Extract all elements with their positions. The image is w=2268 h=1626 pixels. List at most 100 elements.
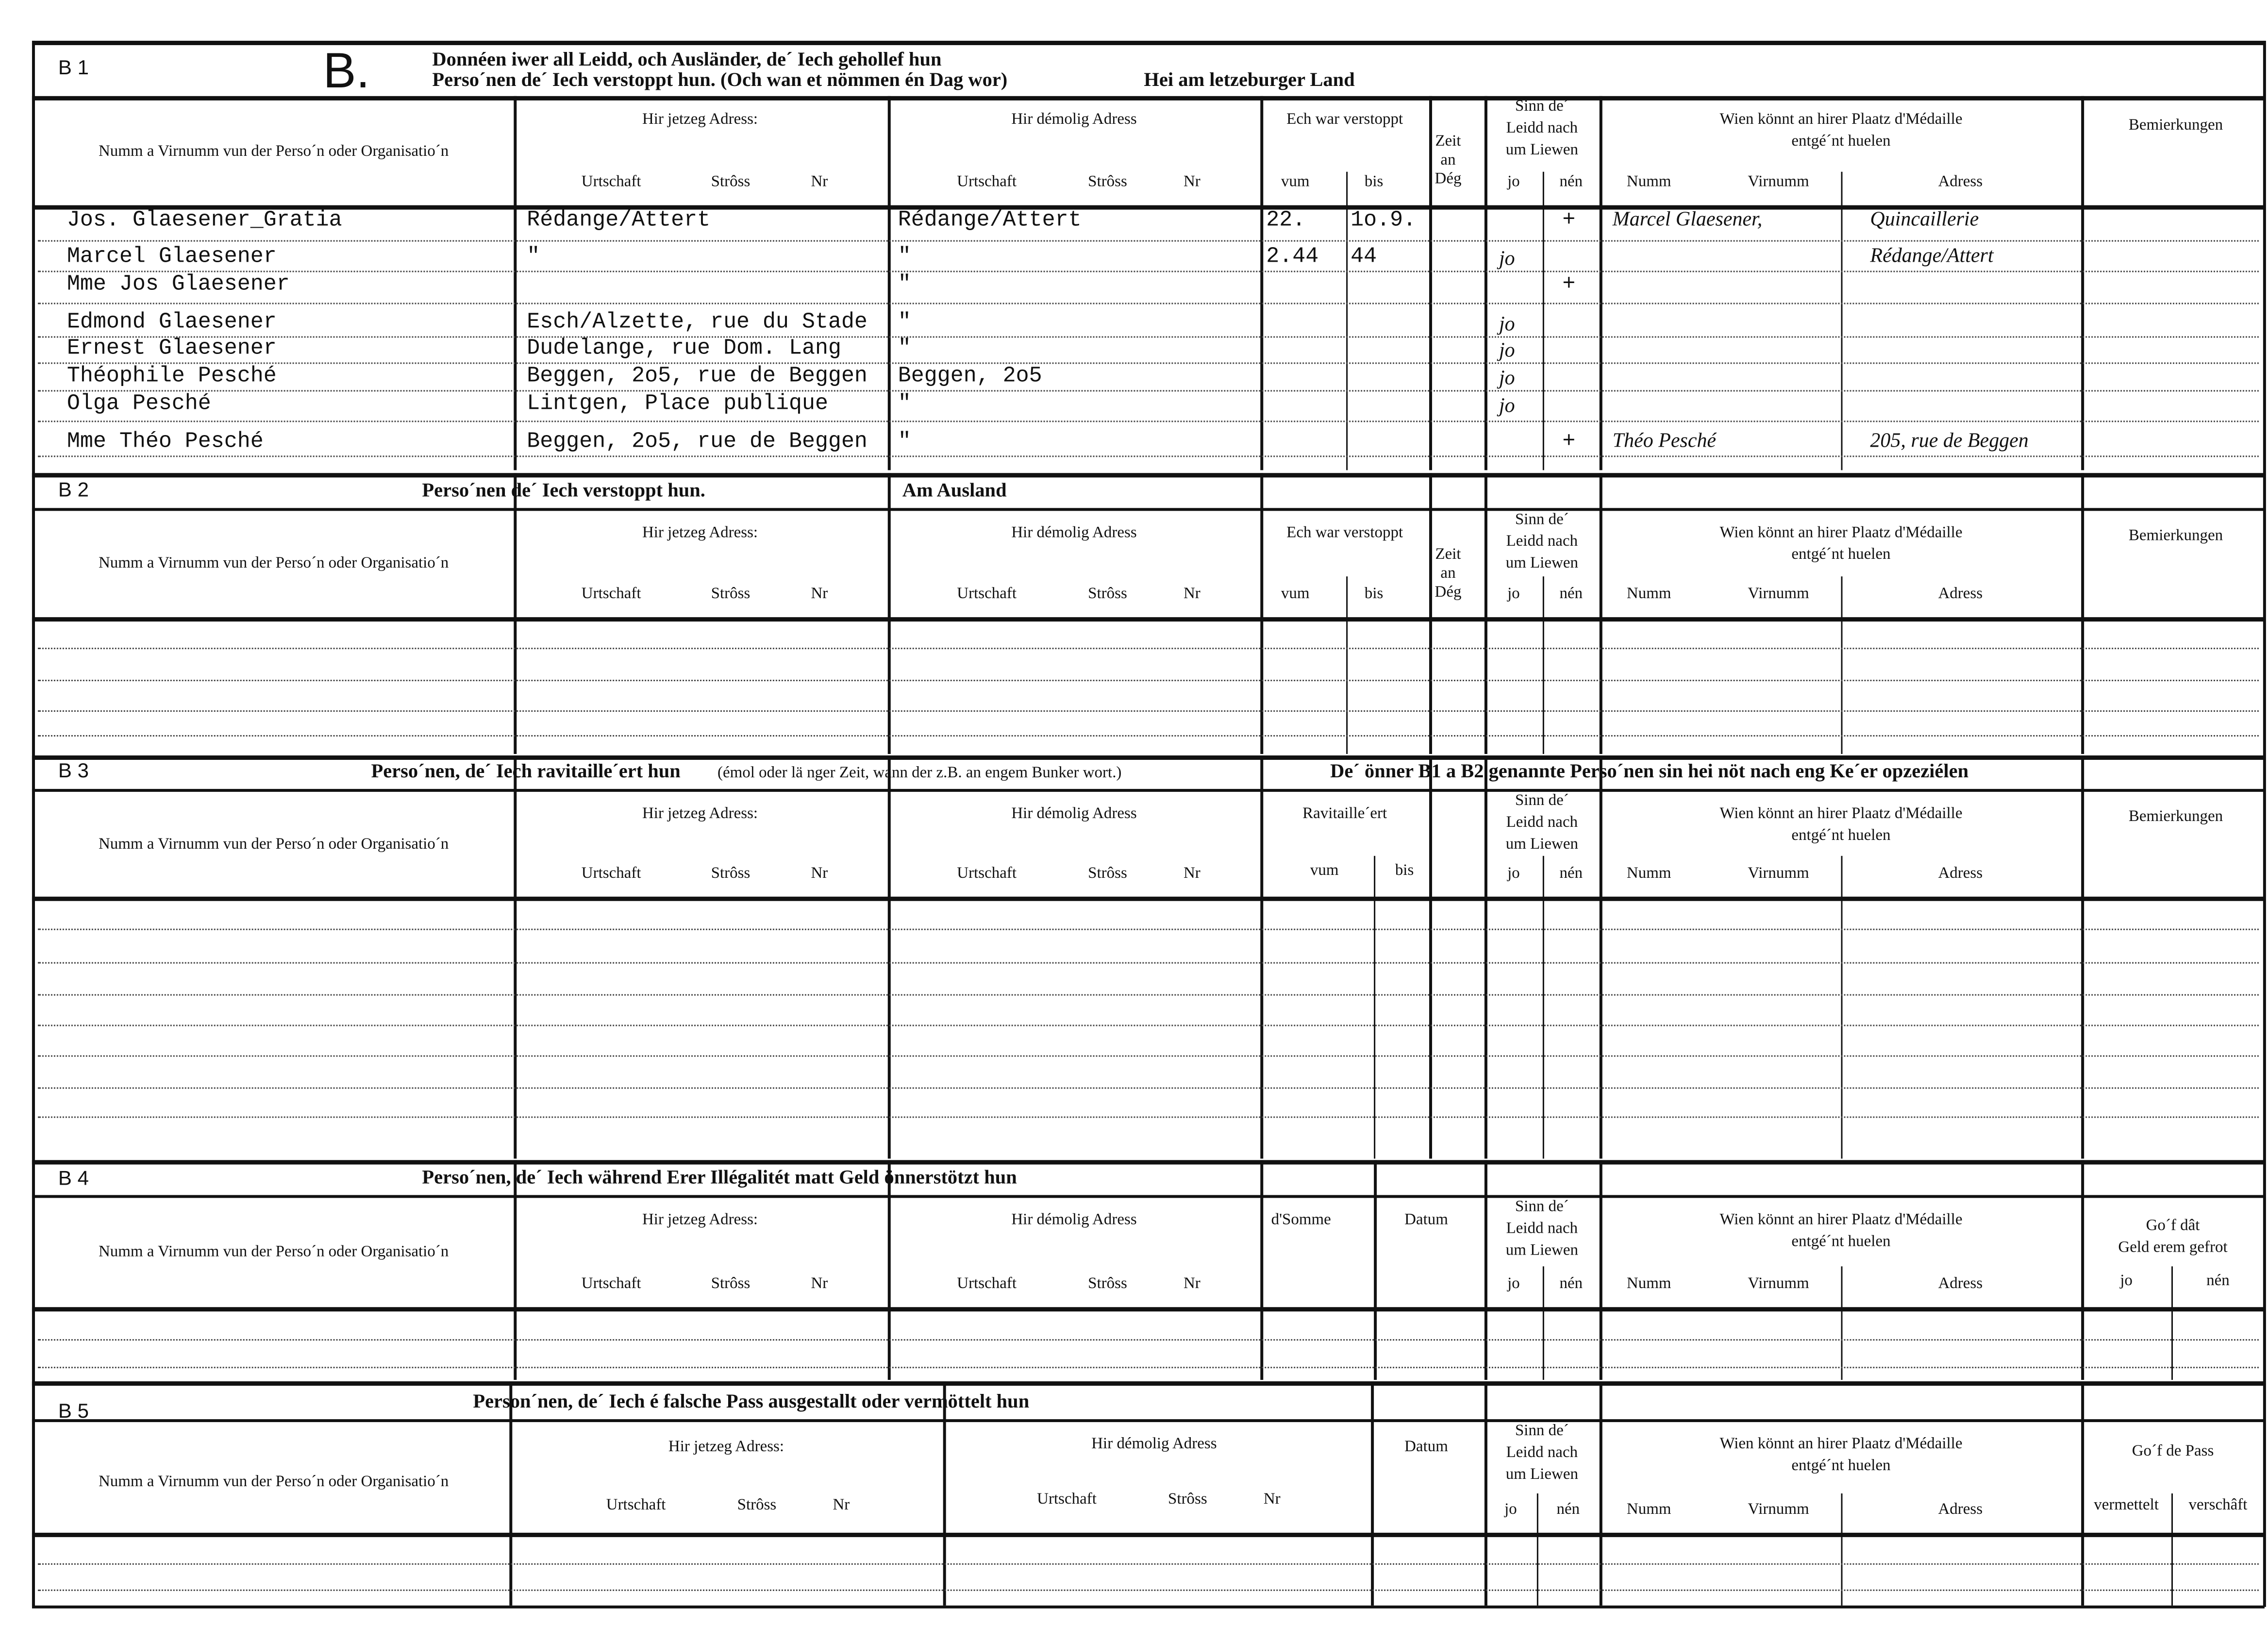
vertical-rule	[32, 1381, 35, 1606]
former-address-header: Hir démolig Adress	[1011, 1211, 1137, 1229]
alive-header-line2: Leidd nach	[1506, 119, 1578, 137]
nr-header: Nr	[811, 1275, 828, 1293]
urtschaft-header: Urtschaft	[581, 585, 641, 603]
vum-header: vum	[1310, 861, 1339, 879]
days-header: an	[1440, 151, 1456, 169]
section-label-b3: B 3	[58, 758, 89, 782]
dotted-row-line	[37, 962, 2259, 964]
former-address-header: Hir démolig Adress	[1011, 805, 1137, 822]
hidden-from: 2.44	[1266, 244, 1319, 269]
horizontal-rule	[32, 205, 2265, 210]
name-column-header: Numm a Virnumm vun der Perso´n oder Orga…	[98, 1243, 449, 1261]
date-header: Datum	[1404, 1438, 1448, 1456]
stross-header: Strôss	[1088, 585, 1127, 603]
jo-header: jo	[1507, 1275, 1520, 1293]
dotted-row-line	[37, 928, 2259, 930]
alive-header-line3: um Liewen	[1505, 1241, 1579, 1259]
vertical-rule	[1484, 473, 1487, 754]
vertical-rule	[887, 96, 891, 470]
vertical-rule	[32, 1160, 35, 1380]
nr-header: Nr	[1263, 1490, 1281, 1508]
jo-header: jo	[1507, 173, 1520, 191]
adress-header: Adress	[1938, 1275, 1983, 1293]
vertical-rule	[1841, 1266, 1843, 1380]
stross-header: Strôss	[711, 173, 750, 191]
dotted-row-line	[37, 680, 2259, 682]
nr-header: Nr	[811, 864, 828, 882]
b2-title-region: Am Ausland	[902, 479, 1007, 501]
days-header: an	[1440, 565, 1456, 583]
vertical-rule	[1599, 96, 1602, 470]
current-address: Rédange/Attert	[527, 208, 711, 233]
dotted-row-line	[37, 1367, 2259, 1369]
hidden-from: 22.	[1266, 208, 1306, 233]
numm-header: Numm	[1626, 864, 1671, 882]
b2-title: Perso´nen de´ Iech verstoppt hun.	[422, 479, 705, 501]
person-name: Mme Théo Pesché	[67, 429, 264, 454]
dotted-row-line	[37, 710, 2259, 712]
vertical-rule	[1260, 1160, 1264, 1380]
remarks-header: Bemierkungen	[2128, 527, 2223, 545]
nen-header: nén	[1559, 864, 1583, 882]
vertical-rule	[2263, 40, 2266, 1607]
b3-title: Perso´nen, de´ Iech ravitaille´ert hun	[371, 759, 681, 782]
vertical-rule	[1599, 755, 1602, 1159]
medal-header-line2: entgé´nt huelen	[1791, 546, 1891, 564]
former-address: "	[898, 272, 911, 297]
hidden-period-header: Ech war verstoppt	[1286, 524, 1403, 542]
horizontal-rule	[32, 1307, 2265, 1312]
person-name: Mme Jos Glaesener	[67, 272, 290, 297]
section-letter: B.	[323, 43, 370, 99]
urtschaft-header: Urtschaft	[581, 173, 641, 191]
stross-header: Strôss	[737, 1496, 777, 1514]
urtschaft-header: Urtschaft	[1037, 1490, 1097, 1508]
alive-header-line3: um Liewen	[1505, 141, 1579, 159]
alive-no-mark: +	[1562, 208, 1576, 233]
former-address: Rédange/Attert	[898, 208, 1082, 233]
vertical-rule	[509, 1381, 513, 1606]
urtschaft-header: Urtschaft	[957, 585, 1017, 603]
urtschaft-header: Urtschaft	[957, 1275, 1017, 1293]
alive-header-line1: Sinn de´	[1515, 97, 1569, 115]
days-header: Dég	[1434, 170, 1462, 188]
alive-header-line1: Sinn de´	[1515, 1198, 1569, 1216]
stross-header: Strôss	[711, 585, 750, 603]
vertical-rule	[1536, 1493, 1538, 1606]
dotted-row-line	[37, 336, 2259, 338]
dotted-row-line	[37, 1024, 2259, 1026]
vertical-rule	[514, 1160, 517, 1380]
pass-header: Go´f de Pass	[2132, 1442, 2214, 1460]
current-address-header: Hir jetzeg Adress:	[668, 1438, 784, 1456]
jo-header: jo	[2120, 1272, 2133, 1290]
alive-header-line2: Leidd nach	[1506, 1444, 1578, 1461]
former-address: "	[898, 429, 911, 454]
b1-title-region: Hei am letzeburger Land	[1144, 68, 1355, 90]
hidden-period-header: Ech war verstoppt	[1286, 110, 1403, 128]
date-header: Datum	[1404, 1211, 1448, 1229]
dotted-row-line	[37, 455, 2259, 457]
former-address: "	[898, 244, 911, 269]
bis-header: bis	[1364, 173, 1384, 191]
pass-procured-header: verschâft	[2188, 1496, 2248, 1514]
numm-header: Numm	[1626, 1500, 1671, 1518]
dotted-row-line	[37, 1087, 2259, 1089]
b3-title-note: (émol oder lä nger Zeit, wann der z.B. a…	[717, 764, 1122, 782]
vertical-rule	[1484, 1160, 1487, 1380]
medal-recipient-address: Rédange/Attert	[1870, 246, 1994, 268]
stross-header: Strôss	[1168, 1490, 1207, 1508]
vertical-rule	[943, 1381, 946, 1606]
alive-header-line1: Sinn de´	[1515, 511, 1569, 529]
vertical-rule	[1374, 855, 1376, 1159]
vertical-rule	[32, 755, 35, 1159]
virnumm-header: Virnumm	[1748, 1500, 1809, 1518]
supplied-header: Ravitaille´ert	[1302, 805, 1387, 822]
alive-yes: jo	[1499, 368, 1515, 390]
vertical-rule	[1542, 171, 1544, 470]
name-column-header: Numm a Virnumm vun der Perso´n oder Orga…	[98, 835, 449, 853]
medal-header-line1: Wien könnt an hirer Plaatz d'Médaille	[1719, 524, 1963, 542]
nen-header: nén	[1559, 585, 1583, 603]
current-address: Esch/Alzette, rue du Stade	[527, 310, 867, 335]
dotted-row-line	[37, 390, 2259, 392]
vertical-rule	[1374, 1160, 1377, 1380]
